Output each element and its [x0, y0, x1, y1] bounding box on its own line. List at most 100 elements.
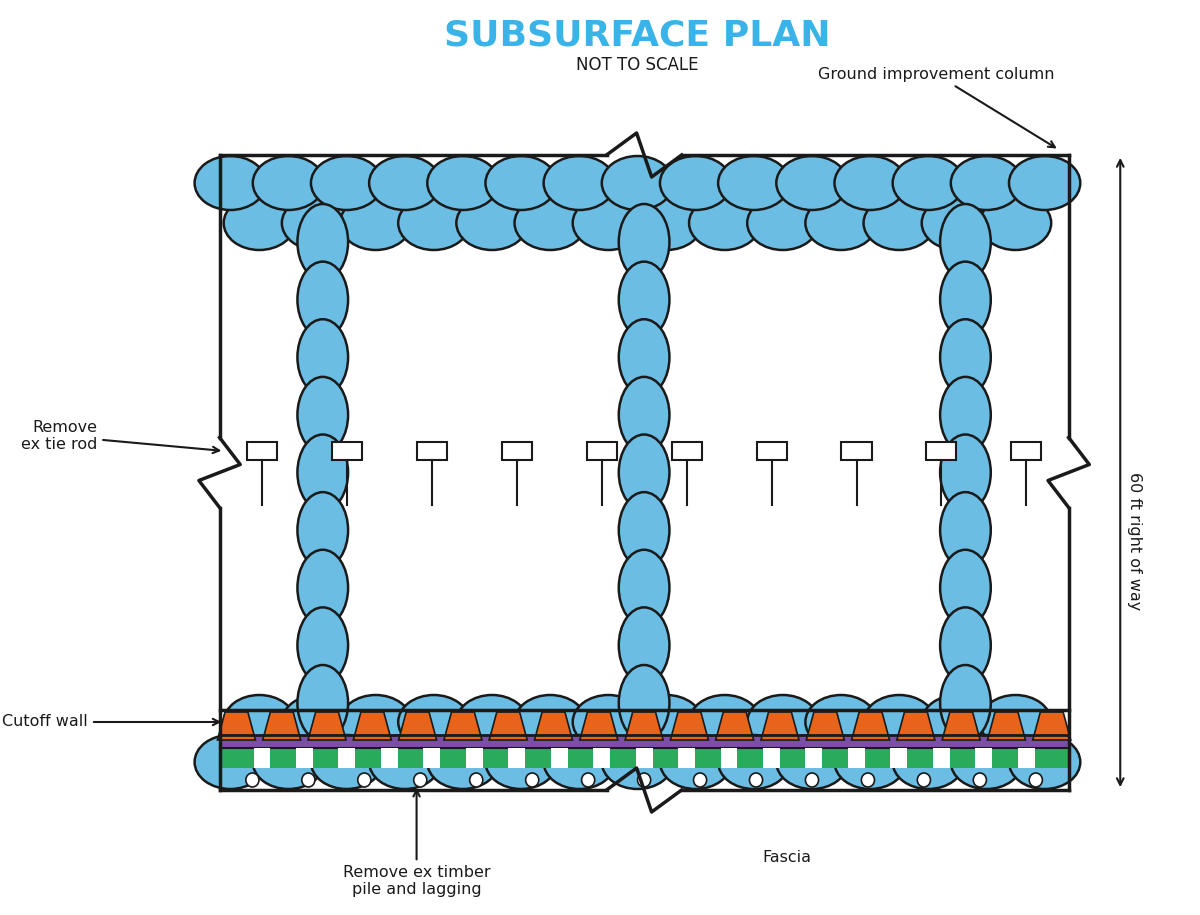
- Ellipse shape: [893, 735, 964, 789]
- Bar: [976, 748, 992, 768]
- Ellipse shape: [298, 550, 348, 626]
- Bar: [380, 748, 398, 768]
- Bar: [890, 748, 907, 768]
- Ellipse shape: [718, 156, 790, 210]
- Ellipse shape: [619, 262, 670, 338]
- Ellipse shape: [601, 156, 673, 210]
- Ellipse shape: [805, 196, 877, 250]
- Ellipse shape: [398, 695, 469, 749]
- Ellipse shape: [298, 204, 348, 280]
- Circle shape: [582, 773, 595, 787]
- Ellipse shape: [940, 377, 991, 453]
- Polygon shape: [217, 712, 256, 740]
- Ellipse shape: [660, 735, 731, 789]
- Ellipse shape: [298, 319, 348, 395]
- Ellipse shape: [370, 735, 440, 789]
- Ellipse shape: [311, 735, 383, 789]
- Ellipse shape: [940, 550, 991, 626]
- Bar: [805, 748, 822, 768]
- Text: 60 ft right of way: 60 ft right of way: [1127, 472, 1142, 610]
- Ellipse shape: [940, 262, 991, 338]
- Ellipse shape: [298, 665, 348, 741]
- Ellipse shape: [619, 608, 670, 684]
- Ellipse shape: [1009, 735, 1080, 789]
- Bar: [296, 748, 313, 768]
- Circle shape: [973, 773, 986, 787]
- Bar: [416, 442, 446, 460]
- Circle shape: [301, 773, 314, 787]
- Ellipse shape: [864, 695, 935, 749]
- Polygon shape: [761, 712, 799, 740]
- Bar: [926, 442, 956, 460]
- Ellipse shape: [619, 550, 670, 626]
- Ellipse shape: [631, 695, 702, 749]
- Bar: [1018, 748, 1034, 768]
- Ellipse shape: [194, 735, 266, 789]
- Polygon shape: [534, 712, 572, 740]
- Circle shape: [917, 773, 930, 787]
- Text: Fascia: Fascia: [763, 850, 811, 865]
- Ellipse shape: [253, 156, 324, 210]
- Ellipse shape: [427, 156, 498, 210]
- Ellipse shape: [834, 156, 906, 210]
- Bar: [551, 748, 568, 768]
- Ellipse shape: [776, 735, 847, 789]
- Polygon shape: [398, 712, 437, 740]
- Ellipse shape: [834, 735, 906, 789]
- Circle shape: [637, 773, 650, 787]
- Ellipse shape: [572, 695, 644, 749]
- Ellipse shape: [950, 735, 1022, 789]
- Polygon shape: [625, 712, 664, 740]
- Text: Remove
ex tie rod: Remove ex tie rod: [22, 420, 220, 453]
- Bar: [220, 735, 1069, 748]
- Bar: [331, 442, 361, 460]
- Ellipse shape: [298, 608, 348, 684]
- Ellipse shape: [619, 204, 670, 280]
- Polygon shape: [896, 712, 935, 740]
- Ellipse shape: [253, 735, 324, 789]
- Ellipse shape: [922, 196, 994, 250]
- Ellipse shape: [660, 156, 731, 210]
- Ellipse shape: [940, 435, 991, 511]
- Ellipse shape: [298, 377, 348, 453]
- Ellipse shape: [515, 196, 586, 250]
- Bar: [636, 748, 653, 768]
- Ellipse shape: [776, 156, 847, 210]
- Polygon shape: [1033, 712, 1070, 740]
- Circle shape: [358, 773, 371, 787]
- Ellipse shape: [486, 156, 557, 210]
- Polygon shape: [353, 712, 391, 740]
- Ellipse shape: [340, 196, 412, 250]
- Circle shape: [805, 773, 818, 787]
- Ellipse shape: [298, 435, 348, 511]
- Polygon shape: [671, 712, 708, 740]
- Ellipse shape: [456, 695, 528, 749]
- Polygon shape: [444, 712, 482, 740]
- Ellipse shape: [980, 196, 1051, 250]
- Bar: [247, 442, 277, 460]
- Ellipse shape: [572, 196, 644, 250]
- Text: NOT TO SCALE: NOT TO SCALE: [576, 56, 698, 74]
- Bar: [841, 442, 871, 460]
- Text: SUBSURFACE PLAN: SUBSURFACE PLAN: [444, 18, 830, 52]
- Bar: [756, 442, 786, 460]
- Bar: [763, 748, 780, 768]
- Text: Cutoff wall: Cutoff wall: [2, 715, 220, 729]
- Bar: [1012, 442, 1042, 460]
- Polygon shape: [308, 712, 346, 740]
- Bar: [587, 442, 617, 460]
- Ellipse shape: [619, 665, 670, 741]
- Ellipse shape: [689, 196, 761, 250]
- Polygon shape: [942, 712, 980, 740]
- Ellipse shape: [689, 695, 761, 749]
- Ellipse shape: [748, 196, 818, 250]
- Circle shape: [469, 773, 482, 787]
- Ellipse shape: [805, 695, 877, 749]
- Circle shape: [694, 773, 707, 787]
- Text: Remove ex timber
pile and lagging: Remove ex timber pile and lagging: [343, 791, 491, 898]
- Ellipse shape: [194, 156, 266, 210]
- Ellipse shape: [619, 319, 670, 395]
- Bar: [678, 748, 695, 768]
- Ellipse shape: [940, 492, 991, 568]
- Circle shape: [246, 773, 259, 787]
